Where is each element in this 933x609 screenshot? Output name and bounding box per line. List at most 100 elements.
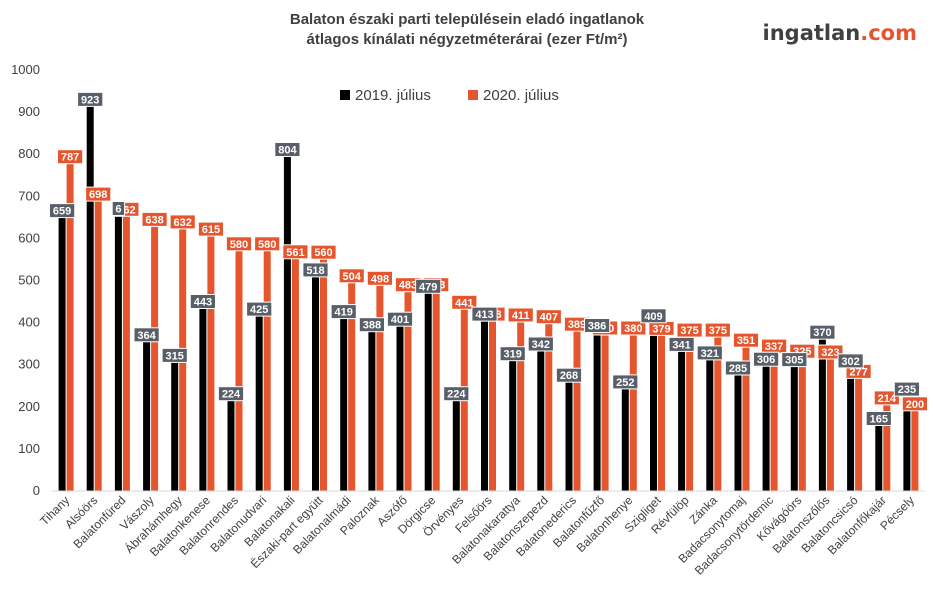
bar-2020-16 — [517, 318, 525, 491]
bar-2020-26 — [798, 354, 806, 491]
bar-2019-24 — [734, 371, 742, 491]
y-tick-label: 100 — [18, 441, 40, 456]
data-label-bg-2019-19 — [584, 318, 611, 333]
data-label-2020-23: 375 — [709, 325, 727, 337]
data-label-bg-2020-1 — [85, 186, 112, 202]
data-label-2019-3: 364 — [137, 330, 156, 342]
data-label-bg-2020-7 — [254, 236, 281, 252]
bar-2020-27 — [826, 355, 834, 491]
bar-2019-25 — [762, 362, 770, 491]
bar-2019-1 — [86, 102, 94, 492]
legend-label-2020: 2020. július — [483, 87, 559, 104]
bar-2019-18 — [565, 378, 573, 491]
data-label-2020-14: 441 — [455, 297, 473, 309]
data-label-2019-18: 268 — [560, 370, 578, 382]
data-label-bg-2019-17 — [527, 336, 554, 352]
data-label-bg-2020-17 — [535, 309, 562, 325]
bar-2019-17 — [537, 347, 545, 491]
data-label-2020-4: 632 — [174, 217, 192, 229]
bar-2020-6 — [235, 246, 243, 491]
data-label-2019-10: 419 — [335, 307, 353, 319]
data-label-2019-29: 165 — [870, 414, 888, 426]
data-label-2019-19: 386 — [588, 321, 606, 333]
bar-2019-12 — [396, 322, 404, 491]
bar-2020-8 — [291, 254, 299, 491]
bar-2019-27 — [818, 335, 826, 491]
data-label-2020-6: 580 — [230, 239, 248, 251]
bar-2020-1 — [94, 197, 102, 491]
data-label-2019-1: 923 — [81, 94, 99, 106]
data-label-bg-2019-8 — [274, 142, 301, 157]
data-label-2019-6: 224 — [222, 389, 241, 401]
data-label-bg-2019-26 — [781, 352, 808, 368]
data-label-bg-2020-29 — [873, 390, 900, 406]
bar-2020-7 — [263, 246, 271, 491]
data-label-2020-16: 411 — [512, 310, 530, 322]
data-label-bg-2019-10 — [330, 304, 357, 320]
data-label-2019-16: 319 — [504, 349, 522, 361]
data-label-2020-25: 337 — [765, 341, 783, 353]
data-label-2019-26: 305 — [785, 355, 803, 367]
bar-2019-0 — [58, 213, 66, 491]
bar-2019-8 — [283, 152, 291, 491]
bar-2019-6 — [227, 396, 235, 491]
data-label-2019-27: 370 — [813, 327, 831, 339]
y-tick-label: 600 — [18, 230, 40, 245]
data-label-2020-29: 214 — [878, 393, 897, 405]
bar-2020-29 — [883, 400, 891, 491]
data-label-2019-22: 341 — [672, 339, 690, 351]
data-label-bg-2019-13 — [415, 278, 442, 294]
data-label-2020-21: 379 — [652, 323, 670, 335]
data-label-2019-13: 479 — [419, 281, 437, 293]
bar-2019-19 — [593, 328, 601, 491]
data-label-bg-2019-22 — [668, 336, 695, 352]
data-label-2020-10: 504 — [343, 271, 362, 283]
data-label-2019-20: 252 — [616, 377, 634, 389]
x-axis: TihanyAlsóörsBalatonfüredVászolyÁbrahámh… — [37, 492, 917, 578]
data-label-2019-17: 342 — [532, 339, 550, 351]
bar-2020-30 — [911, 406, 919, 491]
data-label-2019-9: 518 — [306, 265, 324, 277]
y-tick-label: 0 — [33, 483, 40, 498]
data-label-bg-2020-10 — [338, 268, 365, 284]
bar-2019-7 — [255, 312, 263, 491]
y-tick-label: 500 — [18, 273, 40, 288]
bar-2020-11 — [376, 281, 384, 491]
data-label-2020-24: 351 — [737, 335, 755, 347]
data-label-bg-2019-28 — [837, 353, 864, 369]
data-label-bg-2019-5 — [189, 294, 217, 309]
data-label-2020-30: 200 — [906, 399, 924, 411]
data-label-2020-3: 638 — [145, 214, 163, 226]
data-label-2020-28: 277 — [849, 366, 867, 378]
bar-2020-3 — [151, 222, 159, 491]
bar-2020-15 — [489, 317, 496, 491]
data-label-2020-1: 698 — [89, 189, 107, 201]
data-label-bg-2019-11 — [358, 317, 385, 333]
data-label-2020-27: 323 — [821, 347, 839, 359]
data-label-2019-0: 659 — [53, 206, 71, 218]
bar-2020-9 — [320, 255, 327, 491]
legend-label-2019: 2019. július — [355, 87, 431, 104]
data-label-bg-2020-3 — [141, 211, 168, 227]
brand-logo-name: ingatlan — [763, 21, 861, 45]
data-label-2020-0: 787 — [61, 152, 79, 164]
data-label-bg-2020-9 — [310, 244, 337, 260]
data-label-bg-2019-4 — [161, 347, 188, 363]
data-label-bg-2019-23 — [696, 345, 723, 361]
data-label-bg-2020-4 — [169, 214, 196, 230]
data-label-bg-2019-12 — [386, 311, 414, 327]
data-label-bg-2019-27 — [809, 324, 836, 340]
y-tick-label: 1000 — [11, 62, 40, 77]
data-label-2020-5: 615 — [202, 224, 220, 236]
bar-2019-29 — [875, 421, 883, 491]
data-label-bg-2019-6 — [217, 386, 245, 402]
data-label-bg-2020-0 — [57, 149, 84, 165]
data-label-2020-18: 389 — [568, 319, 586, 331]
data-label-bg-2020-30 — [901, 396, 928, 412]
bar-2019-13 — [424, 289, 432, 491]
legend-swatch-2019 — [340, 90, 350, 100]
bar-2019-23 — [706, 355, 714, 491]
bar-2019-16 — [509, 356, 517, 491]
data-label-bg-2019-30 — [893, 381, 920, 397]
data-label-bg-2019-29 — [865, 411, 892, 426]
